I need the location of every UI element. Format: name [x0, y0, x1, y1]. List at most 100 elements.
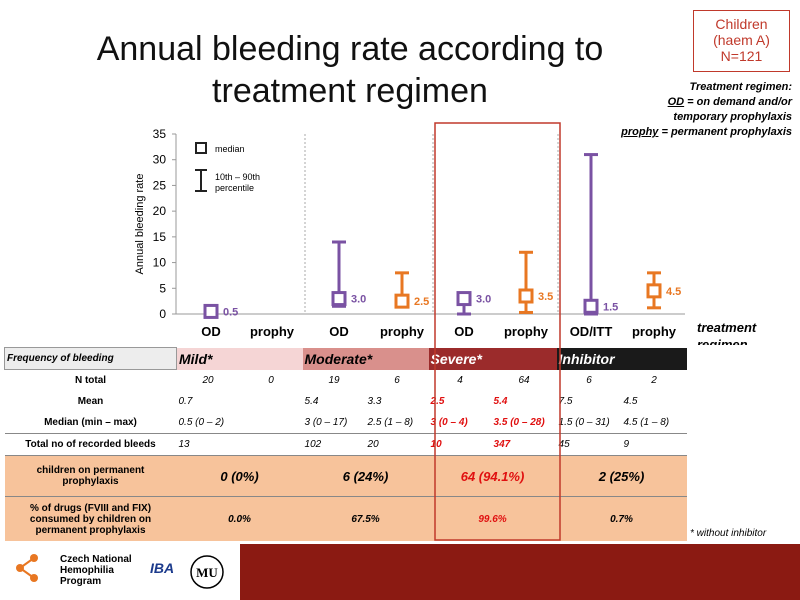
table-cell: 20 [365, 433, 429, 456]
group-header-mild: Mild* [176, 347, 303, 370]
badge-line3: N=121 [720, 48, 763, 64]
x-category-label: prophy [632, 324, 677, 339]
table-cell: 2.5 (1 – 8) [367, 417, 414, 428]
table-row: Total no of recorded bleeds 13 102 20 10… [4, 433, 687, 456]
table-cell: 4.5 [623, 396, 638, 407]
table-cell [239, 433, 303, 456]
x-category-label: OD [454, 324, 474, 339]
row-label-median: Median (min – max) [44, 417, 137, 428]
note-heading: Treatment regimen: [689, 81, 793, 93]
bleeding-stats-table: Frequency of bleeding Mild* Moderate* Se… [4, 347, 687, 541]
row-label-bleeds: Total no of recorded bleeds [4, 433, 177, 456]
x-category-label: prophy [380, 324, 425, 339]
table-cell: 6 [394, 374, 400, 386]
y-axis-label: Annual bleeding rate [134, 174, 146, 275]
y-tick-label: 0 [159, 307, 166, 321]
y-tick-label: 20 [153, 204, 167, 218]
table-cell: 64 (94.1%) [428, 455, 557, 497]
legend-range-label: percentile [215, 183, 254, 193]
table-cell: 13 [176, 433, 240, 456]
x-category-label: prophy [250, 324, 295, 339]
table-cell: 7.5 [558, 396, 573, 407]
mu-seal-icon: MU [190, 555, 224, 589]
table-row: Median (min – max) 0.5 (0 – 2) 3 (0 – 17… [5, 412, 687, 434]
badge-line1: Children [715, 16, 768, 32]
x-category-label: OD/ITT [570, 324, 613, 339]
median-marker [456, 291, 472, 307]
prophy-definition: = permanent prophylaxis [658, 126, 792, 138]
table-cell: 9 [621, 433, 687, 456]
table-row: % of drugs (FVIII and FIX) consumed by c… [4, 496, 687, 541]
median-marker [331, 291, 347, 307]
median-marker [203, 303, 219, 319]
table-cell: 3 (0 – 17) [304, 417, 348, 428]
table-cell: 0.0% [176, 496, 303, 541]
group-header-inhibitor: Inhibitor [556, 347, 687, 370]
cnhp-logo-text: Czech National Hemophilia Program [60, 554, 132, 587]
row-label-permanent: children on permanent prophylaxis [4, 455, 177, 497]
table-cell: 3.3 [367, 396, 382, 407]
table-cell: 4 [457, 374, 463, 386]
group-header-moderate: Moderate* [302, 347, 429, 370]
table-cell [240, 391, 303, 412]
od-definition-2: temporary prophylaxis [673, 111, 792, 123]
y-tick-label: 30 [153, 153, 167, 167]
bleeding-rate-chart: 0 5 10 15 20 25 30 35 Annual bleeding rate median… [134, 127, 757, 345]
row-label-mean: Mean [77, 396, 104, 407]
legend-range-label: 10th – 90th [215, 172, 260, 182]
median-value-label: 4.5 [666, 286, 681, 298]
y-tick-label: 15 [153, 230, 167, 244]
median-value-label: 1.5 [603, 301, 618, 313]
table-cell: 5.4 [304, 396, 319, 407]
footnote: * without inhibitor [690, 528, 767, 539]
iba-logo: IBA [150, 560, 175, 576]
treatment-regimen-note: Treatment regimen: OD = on demand and/or… [552, 80, 792, 140]
y-tick-label: 35 [153, 127, 167, 141]
median-marker [646, 283, 662, 299]
y-tick-label: 25 [153, 178, 167, 192]
table-cell: 2 [651, 374, 657, 386]
table-cell: 3 (0 – 4) [430, 417, 468, 428]
od-term: OD [667, 96, 685, 108]
table-row: children on permanent prophylaxis 0 (0%)… [4, 455, 687, 497]
median-value-label: 3.0 [351, 294, 366, 306]
y-tick-label: 10 [153, 256, 167, 270]
median-value-label: 3.5 [538, 291, 553, 303]
table-cell: 6 [586, 374, 592, 386]
table-cell: 67.5% [302, 496, 429, 541]
table-cell: 102 [302, 433, 366, 456]
svg-text:MU: MU [196, 565, 218, 580]
table-cell: 347 [491, 433, 557, 456]
table-cell: 0 [268, 374, 274, 386]
x-category-label: OD [329, 324, 349, 339]
od-definition: = on demand and/or [684, 96, 792, 108]
x-category-label: prophy [504, 324, 549, 339]
table-cell: 0 (0%) [176, 455, 303, 497]
median-value-label: 3.0 [476, 294, 491, 306]
badge-line2: (haem A) [713, 32, 770, 48]
table-row: N total 20 0 19 6 4 64 6 2 [5, 370, 687, 392]
table-cell: 19 [328, 374, 340, 386]
table-cell: 2 (25%) [556, 455, 687, 497]
table-cell: 2.5 [430, 396, 445, 407]
table-row: Mean 0.7 5.4 3.3 2.5 5.4 7.5 4.5 [5, 391, 687, 412]
frequency-header: Frequency of bleeding [4, 347, 177, 370]
legend-median-marker [195, 142, 207, 154]
median-marker [394, 293, 410, 309]
x-axis-label: regimen [697, 337, 748, 345]
cohort-badge: Children (haem A) N=121 [693, 10, 790, 72]
median-value-label: 0.5 [223, 306, 238, 318]
table-cell: 5.4 [493, 396, 508, 407]
row-label-n: N total [74, 375, 107, 386]
table-cell: 99.6% [428, 496, 557, 541]
group-header-severe: Severe* [428, 347, 557, 370]
median-marker [518, 288, 534, 304]
prophy-term: prophy [621, 126, 659, 138]
legend-median-label: median [215, 144, 245, 154]
table-cell: 3.5 (0 – 28) [493, 417, 545, 428]
x-category-label: OD [201, 324, 221, 339]
x-axis-label: treatment [697, 320, 757, 335]
table-cell: 20 [202, 374, 214, 386]
table-cell [240, 412, 303, 434]
table-cell: 10 [428, 433, 492, 456]
